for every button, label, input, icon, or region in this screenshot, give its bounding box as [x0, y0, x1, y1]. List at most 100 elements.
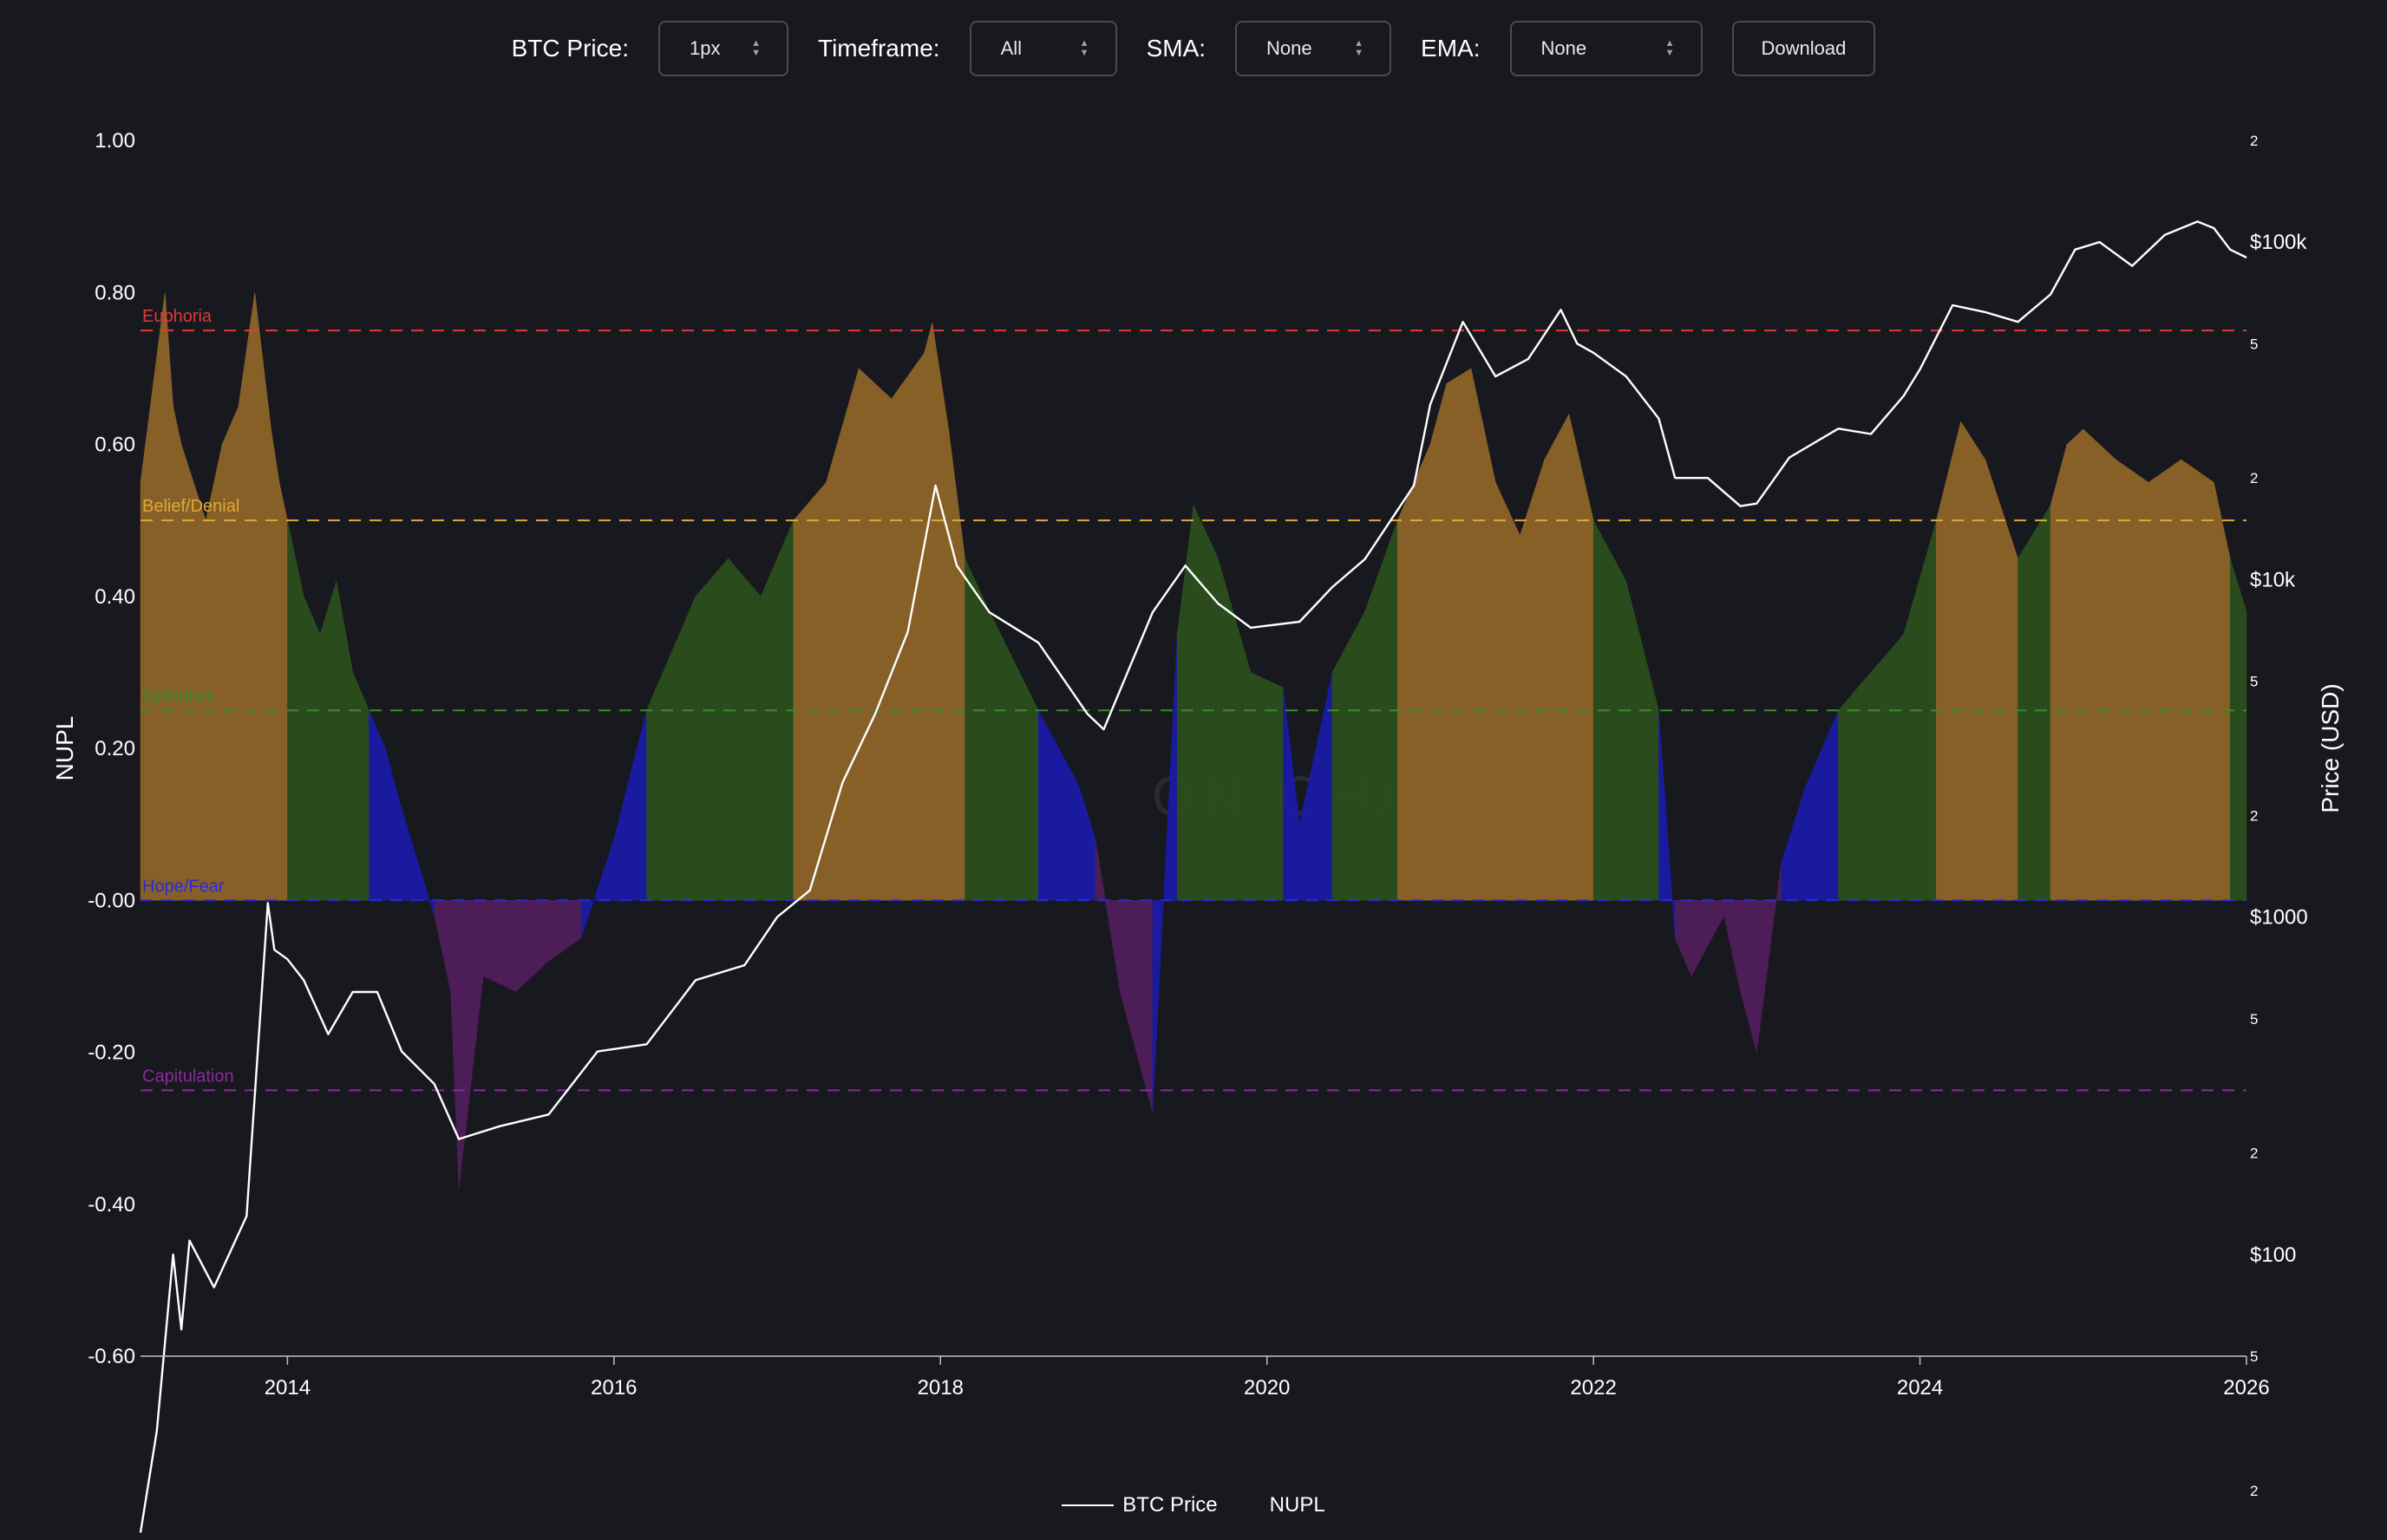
nupl-area-segment	[1756, 862, 1782, 1053]
nupl-area-segment	[1470, 368, 1496, 901]
y2-tick-label: $10k	[2250, 568, 2296, 591]
y-tick-label: -0.00	[88, 889, 135, 912]
legend-label-nupl: NUPL	[1269, 1493, 1325, 1517]
y2-tick-label: 2	[2250, 133, 2258, 149]
ema-select[interactable]: None ▲ ▼	[1509, 21, 1703, 76]
y2-tick-label: 5	[2250, 336, 2258, 352]
nupl-area-segment	[1691, 900, 1724, 976]
x-tick-label: 2024	[1897, 1376, 1943, 1400]
nupl-area-segment	[1805, 710, 1839, 901]
zone-label: Hope/Fear	[142, 877, 225, 896]
nupl-area-segment	[1544, 414, 1570, 901]
y-tick-label: 0.20	[95, 737, 135, 760]
btc-price-label: BTC Price:	[511, 35, 630, 62]
nupl-area-segment	[2083, 428, 2116, 901]
y-tick-label: 0.80	[95, 281, 135, 304]
zone-label: Euphoria	[142, 307, 213, 326]
nupl-area-segment	[1723, 900, 1741, 992]
nupl-area-segment	[1625, 581, 1659, 901]
nupl-area-segment	[646, 634, 680, 901]
nupl-area-segment	[1494, 482, 1520, 901]
nupl-area-segment	[278, 482, 288, 901]
y-tick-label: 0.40	[95, 585, 135, 609]
btc-price-line-swatch	[1062, 1504, 1115, 1506]
nupl-area-segment	[1152, 634, 1178, 1113]
nupl-area-segment	[1078, 786, 1096, 901]
nupl-area-segment	[458, 900, 484, 1190]
nupl-area-segment	[1985, 459, 2018, 901]
legend-item-nupl[interactable]: NUPL	[1270, 1493, 1325, 1517]
x-tick-label: 2014	[265, 1376, 311, 1400]
chevron-updown-icon: ▲ ▼	[1664, 38, 1675, 58]
nupl-area-segment	[303, 596, 321, 901]
timeframe-select[interactable]: All ▲ ▼	[969, 21, 1117, 76]
sma-select[interactable]: None ▲ ▼	[1235, 21, 1392, 76]
nupl-area-segment	[254, 292, 271, 901]
timeframe-label: Timeframe:	[818, 35, 940, 62]
nupl-area-segment	[2050, 444, 2068, 901]
nupl-area-segment	[548, 900, 582, 962]
nupl-area-segment	[948, 428, 965, 901]
y-tick-label: -0.60	[88, 1345, 135, 1368]
btc-price-value: 1px	[690, 37, 721, 59]
nupl-area-segment	[858, 368, 893, 901]
nupl-area-segment	[2018, 504, 2051, 901]
y2-tick-label: 5	[2250, 1348, 2258, 1365]
ema-value: None	[1540, 37, 1587, 59]
y2-axis-label: Price (USD)	[2317, 683, 2344, 812]
nupl-area-segment	[1250, 671, 1284, 901]
nupl-area-segment	[695, 558, 729, 901]
nupl-area-segment	[1740, 900, 1757, 1053]
sma-value: None	[1266, 37, 1312, 59]
download-button[interactable]: Download	[1731, 21, 1876, 76]
nupl-area-segment	[1936, 421, 1961, 901]
legend-item-btc-price[interactable]: BTC Price	[1062, 1493, 1218, 1517]
btc-price-line	[139, 220, 2247, 1533]
nupl-area-segment	[1429, 383, 1447, 901]
nupl-area-segment	[352, 672, 369, 901]
btc-price-select[interactable]: 1px ▲ ▼	[658, 21, 789, 76]
timeframe-value: All	[1000, 37, 1023, 59]
nupl-area-segment	[1520, 459, 1545, 901]
y2-tick-label: 2	[2250, 1145, 2258, 1162]
nupl-area-segment	[1870, 633, 1904, 901]
nupl-area-segment	[417, 862, 435, 916]
chevron-updown-icon: ▲ ▼	[751, 38, 762, 58]
nupl-area-segment	[2066, 428, 2084, 901]
x-tick-label: 2018	[918, 1376, 964, 1400]
nupl-area-segment	[385, 747, 402, 901]
nupl-area-segment	[221, 406, 239, 901]
x-tick-label: 2022	[1570, 1376, 1616, 1400]
nupl-area-segment	[1037, 710, 1080, 901]
ema-label: EMA:	[1421, 35, 1481, 62]
nupl-area-segment	[2214, 482, 2231, 901]
chevron-updown-icon: ▲ ▼	[1354, 38, 1364, 58]
chart-legend: BTC Price NUPL	[0, 1488, 2387, 1523]
nupl-area-segment	[1331, 611, 1365, 901]
nupl-area-segment	[1217, 558, 1252, 901]
nupl-area-segment	[580, 839, 615, 939]
y2-tick-label: 2	[2250, 1483, 2258, 1499]
x-tick-label: 2026	[2223, 1376, 2269, 1400]
nupl-area-segment	[140, 292, 166, 901]
legend-label-btc-price: BTC Price	[1122, 1493, 1218, 1517]
nupl-area-segment	[238, 292, 256, 901]
nupl-area-segment	[678, 596, 696, 901]
nupl-area-segment	[401, 809, 419, 901]
x-tick-label: 2020	[1244, 1376, 1290, 1400]
nupl-area-segment	[1176, 505, 1194, 901]
nupl-area-segment	[2148, 459, 2181, 901]
nupl-area-segment	[1568, 414, 1594, 901]
y2-tick-label: $1000	[2250, 906, 2308, 930]
nupl-area-segment	[932, 323, 949, 901]
nupl-area-segment	[1193, 505, 1219, 901]
nupl-area-segment	[1120, 900, 1154, 1113]
y2-tick-label: 2	[2250, 807, 2258, 824]
nupl-area-segment	[1397, 444, 1431, 901]
nupl-area-segment	[793, 481, 827, 901]
nupl-area-segment	[1095, 839, 1121, 992]
nupl-area-segment	[2229, 558, 2247, 901]
nupl-area-segment	[336, 581, 353, 901]
y2-tick-label: 5	[2250, 674, 2258, 690]
